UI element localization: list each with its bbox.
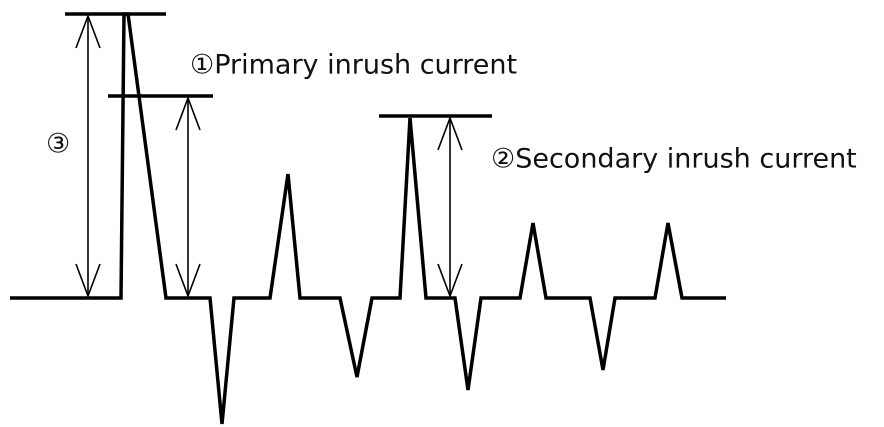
dimension-arrow <box>175 95 201 299</box>
label: ②Secondary inrush current <box>491 144 857 175</box>
label: ③ <box>46 129 70 160</box>
waveform <box>10 12 726 425</box>
dimension-arrow <box>437 115 463 299</box>
label: ①Primary inrush current <box>190 50 517 81</box>
dimension-arrow <box>75 13 101 299</box>
